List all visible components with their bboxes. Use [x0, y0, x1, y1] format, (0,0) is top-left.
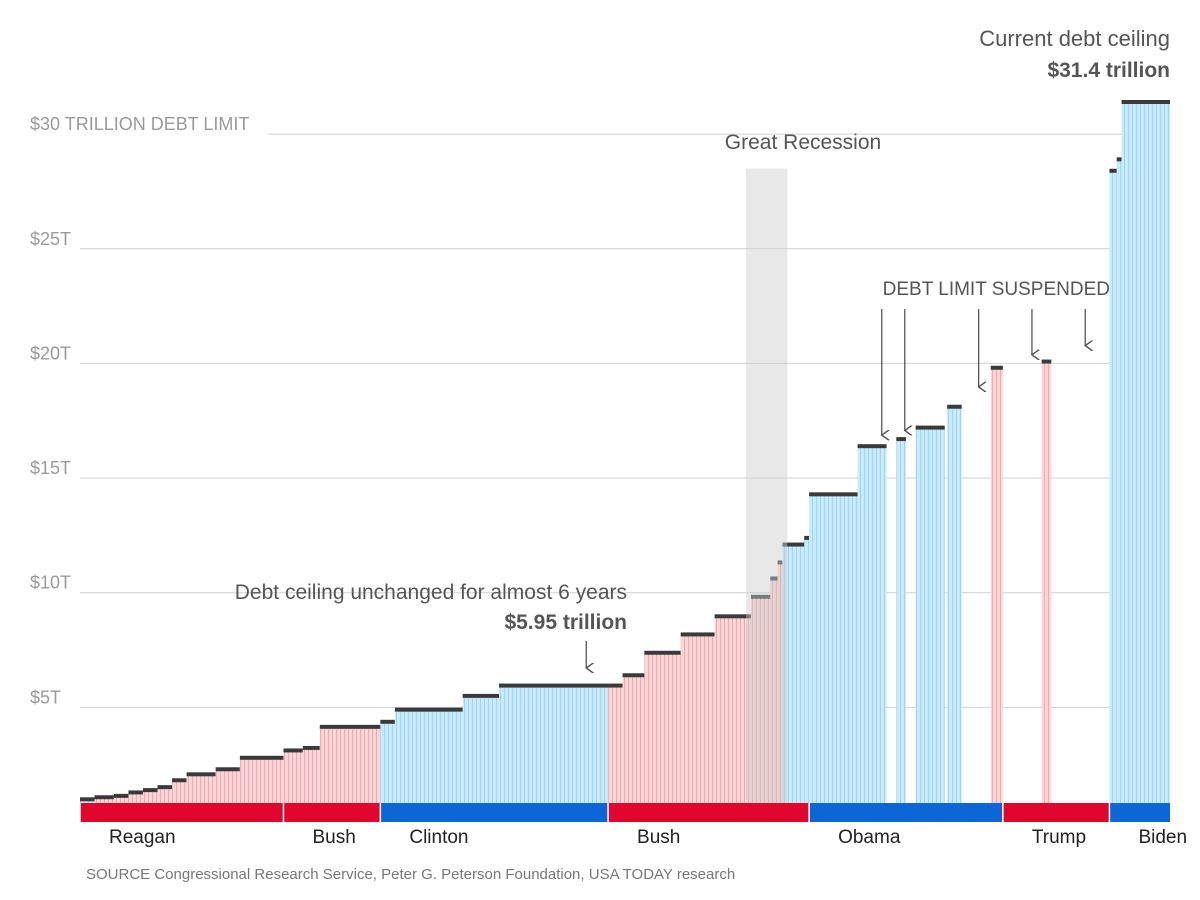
president-band: [608, 803, 810, 822]
debt-limit-bar: [499, 685, 609, 822]
debt-limit-bar: [1041, 361, 1052, 822]
debt-limit-cap: [608, 683, 623, 688]
debt-limit-bar: [1109, 170, 1117, 823]
debt-limit-bar: [915, 427, 945, 822]
debt-limit-cap: [782, 542, 805, 547]
debt-limit-cap: [714, 614, 751, 619]
annotation-unchanged-text: Debt ceiling unchanged for almost 6 year…: [235, 581, 627, 604]
annotation-current-value: $31.4 trillion: [1047, 59, 1170, 82]
president-band: [80, 803, 284, 822]
debt-limit-cap: [462, 693, 500, 698]
source-note: SOURCE Congressional Research Service, P…: [86, 866, 735, 883]
debt-limit-cap: [239, 755, 284, 760]
debt-limit-cap: [94, 795, 114, 800]
debt-limit-cap: [319, 724, 381, 729]
debt-limit-cap: [750, 594, 771, 599]
debt-limit-bar: [714, 616, 751, 822]
y-tick-label: $20T: [30, 343, 71, 363]
debt-limit-bar: [782, 544, 805, 822]
president-band: [380, 803, 609, 822]
debt-limit-cap: [622, 673, 645, 678]
debt-limit-cap: [172, 778, 187, 783]
debt-limit-cap: [302, 745, 320, 750]
debt-limit-cap: [644, 650, 681, 655]
y-tick-label: $30 TRILLION DEBT LIMIT: [30, 114, 249, 134]
debt-limit-cap: [770, 576, 778, 581]
debt-limit-bar: [644, 652, 681, 822]
debt-limit-cap: [499, 683, 609, 688]
debt-limit-cap: [680, 632, 715, 637]
debt-limit-cap: [896, 437, 906, 442]
debt-limit-cap: [777, 560, 783, 565]
debt-limit-bar: [622, 675, 645, 822]
annotations: Debt ceiling unchanged for almost 6 year…: [235, 26, 1170, 668]
y-tick-label: $10T: [30, 573, 71, 593]
debt-limit-bar: [750, 596, 771, 822]
president-label: Obama: [838, 827, 901, 848]
president-label: Bush: [312, 827, 355, 848]
debt-limit-cap: [142, 788, 158, 793]
debt-limit-bar: [680, 634, 715, 822]
y-tick-label: $15T: [30, 458, 71, 478]
president-bands: [79, 803, 1170, 822]
debt-limit-cap: [80, 797, 95, 802]
debt-limit-bar: [809, 494, 858, 822]
debt-limit-bar: [947, 406, 962, 822]
debt-limit-cap: [394, 707, 463, 712]
president-labels: Reagan Bush Clinton Bush Obama Trump Biden: [109, 827, 1187, 848]
debt-limit-bar: [608, 685, 623, 822]
recession-band: [746, 168, 788, 804]
recession-shading: Great Recession: [725, 131, 881, 804]
debt-limit-bar: [777, 562, 783, 822]
debt-limit-bar: [1116, 159, 1122, 822]
annotation-current-text: Current debt ceiling: [979, 26, 1170, 51]
debt-limit-bar: [462, 695, 500, 822]
debt-limit-cap: [1109, 168, 1117, 173]
debt-limit-bar: [380, 721, 395, 822]
debt-limit-bar: [770, 578, 778, 822]
president-band: [283, 803, 381, 822]
president-label: Reagan: [109, 827, 176, 848]
debt-limit-cap: [128, 790, 143, 795]
y-tick-label: $25T: [30, 229, 71, 249]
debt-limit-bar: [804, 537, 810, 822]
debt-limit-cap: [990, 365, 1003, 370]
suspended-label: DEBT LIMIT SUSPENDED: [883, 279, 1110, 300]
debt-limit-cap: [186, 772, 216, 777]
y-tick-label: $5T: [30, 687, 61, 707]
recession-label: Great Recession: [725, 131, 881, 154]
president-label: Biden: [1138, 827, 1187, 848]
debt-limit-bar: [857, 446, 887, 822]
gridlines: [80, 133, 1170, 708]
debt-limit-bar: [896, 439, 906, 822]
president-label: Bush: [637, 827, 680, 848]
debt-limit-cap: [1121, 99, 1170, 104]
debt-limit-cap: [804, 535, 810, 540]
debt-limit-cap: [215, 767, 240, 772]
president-band: [1002, 803, 1110, 822]
debt-limit-cap: [380, 719, 395, 724]
debt-limit-bars: [80, 99, 1170, 823]
y-axis-tick-labels: $5T $10T $15T $20T $25T $30 TRILLION DEBT LIM…: [30, 114, 249, 707]
debt-limit-cap: [947, 404, 962, 409]
debt-limit-cap: [1041, 359, 1052, 364]
debt-limit-cap: [809, 492, 858, 497]
president-band: [809, 803, 1003, 822]
debt-limit-cap: [283, 748, 303, 753]
debt-limit-cap: [1116, 157, 1122, 162]
debt-limit-cap: [157, 785, 173, 790]
debt-limit-cap: [857, 444, 887, 449]
annotation-unchanged-value: $5.95 trillion: [504, 611, 627, 634]
debt-limit-cap: [113, 793, 129, 798]
president-label: Clinton: [409, 827, 468, 848]
president-band: [1109, 803, 1170, 822]
debt-limit-bar: [1121, 101, 1170, 823]
debt-limit-cap: [915, 425, 945, 430]
president-label: Trump: [1032, 827, 1086, 848]
debt-limit-bar: [990, 367, 1003, 822]
